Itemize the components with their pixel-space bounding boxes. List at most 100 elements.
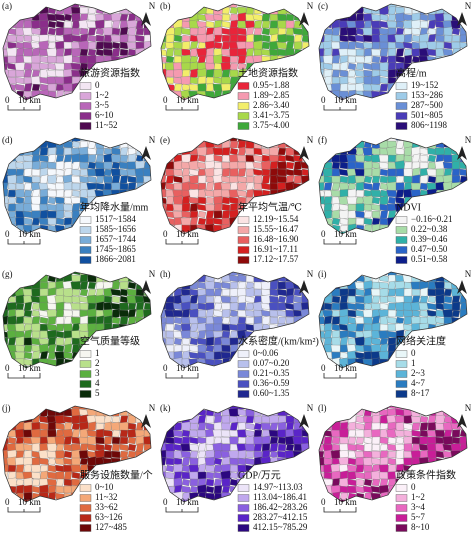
map-cell <box>197 288 207 297</box>
map-cell <box>387 295 397 304</box>
map-cell <box>135 365 145 368</box>
map-cell <box>142 231 151 234</box>
map-cell <box>102 429 114 438</box>
legend-label: 1657~1744 <box>95 234 136 244</box>
map-cell <box>55 231 65 234</box>
map-cell <box>301 69 309 78</box>
map-cell <box>63 330 73 339</box>
map-cell <box>468 423 474 430</box>
map-cell <box>236 323 248 332</box>
map-cell <box>293 4 303 8</box>
map-cell <box>205 210 215 219</box>
map-cell <box>119 436 129 445</box>
map-cell <box>3 485 9 494</box>
map-cell <box>14 351 26 360</box>
map-cell <box>22 175 34 184</box>
map-cell <box>63 315 73 326</box>
map-cell <box>451 196 461 205</box>
map-cell <box>221 147 231 156</box>
map-cell <box>165 34 175 43</box>
map-cell <box>70 6 82 15</box>
legend-label: 8~17 <box>411 388 430 398</box>
map-cell <box>371 443 381 452</box>
map-cell <box>135 27 145 36</box>
map-cell <box>197 337 207 346</box>
map-cell <box>386 20 398 29</box>
map-cell <box>71 358 81 367</box>
map-cell <box>355 203 365 212</box>
map-cell <box>46 478 58 487</box>
map-cell <box>244 443 256 452</box>
map-cell <box>347 41 357 50</box>
map-cell <box>221 443 231 452</box>
map-cell <box>237 168 247 177</box>
map-cell <box>39 316 49 325</box>
map-cell <box>354 295 366 304</box>
map-cell <box>427 203 437 212</box>
map-cell <box>355 13 365 22</box>
map-cell <box>378 281 390 290</box>
legend-title: 旅游资源指数 <box>80 66 140 79</box>
scale-label: 10 km <box>334 229 357 239</box>
map-cell <box>347 485 357 494</box>
map-cell <box>3 315 9 326</box>
map-cell <box>339 217 349 226</box>
map-cell <box>347 471 357 480</box>
map-cell <box>237 457 247 466</box>
map-cell <box>403 272 413 276</box>
map-cell <box>363 160 373 171</box>
map-cell <box>362 450 374 459</box>
scale-bar <box>7 373 41 379</box>
map-cell <box>459 75 467 86</box>
map-cell <box>7 295 17 304</box>
map-cell <box>451 203 461 212</box>
legend-swatch <box>237 246 250 254</box>
map-cell <box>371 182 381 191</box>
map-cell <box>14 62 26 71</box>
map-cell <box>310 203 318 213</box>
map-cell <box>451 189 461 198</box>
map-cell <box>15 69 25 78</box>
map-cell <box>277 13 287 22</box>
map-panel: (j) N0 10 km服务设施数量/个0~1011~3233~6263~12612… <box>2 403 156 532</box>
map-cell <box>95 48 105 57</box>
map-cell <box>322 62 334 71</box>
map-cell <box>301 89 309 100</box>
map-cell <box>237 54 247 65</box>
map-cell <box>189 210 199 219</box>
north-label: N <box>149 403 156 413</box>
map <box>3 406 151 502</box>
panel-label: (b) <box>160 1 171 11</box>
map-cell <box>323 203 333 212</box>
map-cell <box>339 140 349 149</box>
map-cell <box>308 55 309 64</box>
map-cell <box>71 27 81 36</box>
map-cell <box>253 182 263 191</box>
map-cell <box>253 272 263 276</box>
map-cell <box>205 478 215 487</box>
map-cell <box>152 148 160 155</box>
map-cell <box>173 337 183 346</box>
map-cell <box>362 147 374 156</box>
map-cell <box>261 174 271 185</box>
map-cell <box>339 175 349 184</box>
map-cell <box>7 196 17 205</box>
map-cell <box>3 288 10 297</box>
map-cell <box>355 323 365 332</box>
map-cell <box>229 436 239 445</box>
map <box>161 272 309 368</box>
map-cell <box>127 443 137 452</box>
map-cell <box>63 196 73 205</box>
map-cell <box>55 40 65 51</box>
map-cell <box>87 13 97 22</box>
map-cell <box>119 357 129 368</box>
map-cell <box>229 6 239 15</box>
map-cell <box>363 351 373 360</box>
map-cell <box>3 13 10 22</box>
map-cell <box>285 294 295 305</box>
map-cell <box>339 330 349 339</box>
map-cell <box>205 196 215 205</box>
map-cell <box>95 4 105 8</box>
map-cell <box>347 316 357 325</box>
map-cell <box>244 457 256 466</box>
